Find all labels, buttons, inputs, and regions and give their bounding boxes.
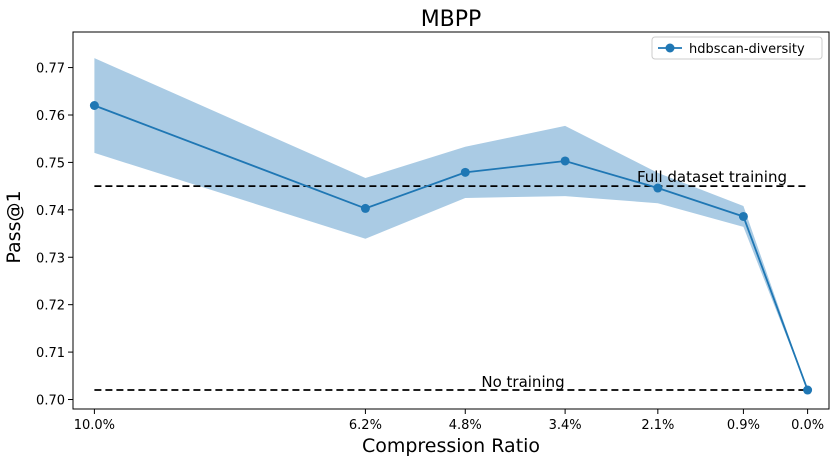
y-tick-label: 0.75 <box>36 156 65 171</box>
confidence-band <box>94 58 808 391</box>
y-tick-label: 0.74 <box>36 204 65 219</box>
x-tick-label: 2.1% <box>641 418 674 433</box>
x-tick-label: 6.2% <box>349 418 382 433</box>
legend-label: hdbscan-diversity <box>689 42 805 57</box>
data-point <box>89 101 99 111</box>
legend-box <box>651 36 823 60</box>
x-tick-label: 4.8% <box>449 418 482 433</box>
y-axis-label: Pass@1 <box>3 190 25 263</box>
data-point <box>360 203 370 213</box>
legend-marker <box>665 43 675 53</box>
plot-area: Full dataset training No training 0.70 0.71… <box>36 31 830 433</box>
y-tick-label: 0.73 <box>36 251 65 266</box>
x-tick-label: 10.0% <box>74 418 115 433</box>
plot-frame <box>72 31 830 410</box>
x-tick-label: 0.9% <box>727 418 760 433</box>
x-tick-label: 0.0% <box>791 418 824 433</box>
data-point <box>803 385 813 395</box>
y-tick-label: 0.70 <box>36 394 65 409</box>
reference-line-label: No training <box>481 373 564 391</box>
y-tick-label: 0.71 <box>36 346 65 361</box>
chart-title: MBPP <box>421 7 482 32</box>
data-point <box>460 167 470 177</box>
data-point <box>560 156 570 166</box>
y-tick-label: 0.76 <box>36 109 65 124</box>
reference-line-label: Full dataset training <box>637 168 787 186</box>
x-axis-label: Compression Ratio <box>362 435 540 457</box>
x-tick-label: 3.4% <box>549 418 582 433</box>
y-tick-label: 0.72 <box>36 299 65 314</box>
data-point <box>653 183 663 193</box>
data-point <box>738 211 748 221</box>
y-tick-label: 0.77 <box>36 62 65 77</box>
